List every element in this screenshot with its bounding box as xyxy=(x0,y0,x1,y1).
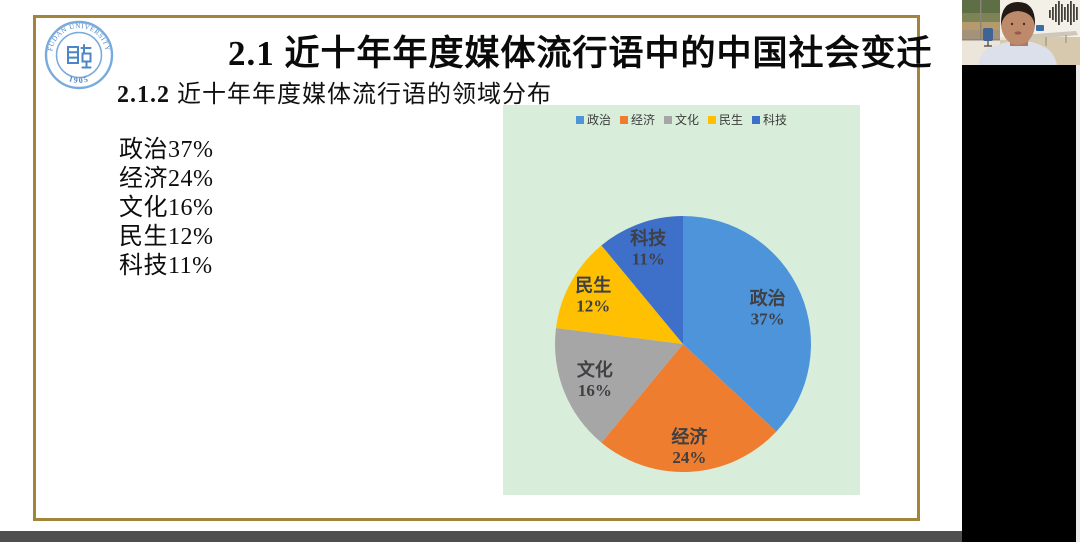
logo-seal-emblem-icon xyxy=(67,44,92,69)
legend-label: 科技 xyxy=(763,113,788,127)
legend-label: 政治 xyxy=(586,113,611,127)
pie-slice-label: 文化 16% xyxy=(577,359,613,400)
stat-item: 经济24% xyxy=(119,166,214,192)
pie-slice-label: 政治 37% xyxy=(750,287,786,328)
window-edge xyxy=(1076,0,1080,542)
legend-swatch-icon xyxy=(575,115,584,124)
pie-slice-label: 经济 24% xyxy=(671,426,708,467)
legend-label: 文化 xyxy=(674,113,699,127)
legend-item: 政治 xyxy=(575,111,611,128)
speaker-person xyxy=(978,2,1057,65)
speaker-webcam-scene xyxy=(962,0,1080,65)
legend-item: 经济 xyxy=(619,111,655,128)
office-chair xyxy=(983,28,993,47)
legend-swatch-icon xyxy=(619,115,628,124)
pie-slice xyxy=(556,245,683,344)
legend-swatch-icon xyxy=(663,115,672,124)
window-view xyxy=(962,0,1000,41)
speaker-video-tile[interactable] xyxy=(962,0,1080,65)
legend-label: 民生 xyxy=(719,113,744,127)
slide-subtitle: 2.1.2 近十年年度媒体流行语的领域分布 xyxy=(117,74,552,109)
logo-year: 1905 xyxy=(68,74,91,85)
subtitle-number: 2.1.2 xyxy=(117,82,170,108)
logo-inner-ring xyxy=(55,31,103,79)
legend-swatch-icon xyxy=(752,115,761,124)
legend-item: 科技 xyxy=(752,111,787,128)
stat-item: 科技11% xyxy=(119,253,213,279)
meeting-sidebar xyxy=(962,0,1076,542)
legend-item: 民生 xyxy=(708,111,743,128)
pie-slice xyxy=(601,216,683,344)
pie-slice-label: 民生 12% xyxy=(575,275,611,316)
stat-item: 文化16% xyxy=(119,195,214,221)
pie-chart-panel: 政治 经济 文化 民生 科技 政治 37% 经济 24% 文化 16% 民生 12% 科技 11% xyxy=(503,105,860,495)
pie-chart: 政治 37% 经济 24% 文化 16% 民生 12% 科技 11% xyxy=(555,216,812,473)
legend-item: 文化 xyxy=(663,111,699,128)
fudan-university-logo: FUDAN UNIVERSITY 1905 xyxy=(44,20,114,90)
stat-item: 民生12% xyxy=(119,224,214,250)
pie-slice xyxy=(555,327,683,443)
pie-slice xyxy=(683,216,812,432)
pie-slice xyxy=(601,344,777,473)
legend-label: 经济 xyxy=(630,113,655,127)
pie-slice-label: 科技 11% xyxy=(630,228,667,269)
subtitle-text: 近十年年度媒体流行语的领域分布 xyxy=(177,82,552,108)
stat-item: 政治37% xyxy=(119,137,214,163)
chart-legend: 政治 经济 文化 民生 科技 xyxy=(503,111,860,128)
legend-swatch-icon xyxy=(708,115,716,124)
taskbar xyxy=(0,531,1080,542)
stats-list: 政治37% 经济24% 文化16% 民生12% 科技11% xyxy=(119,136,214,281)
slide-title: 2.1 近十年年度媒体流行语中的中国社会变迁 xyxy=(228,34,933,73)
wall-art-icon xyxy=(1049,1,1078,25)
